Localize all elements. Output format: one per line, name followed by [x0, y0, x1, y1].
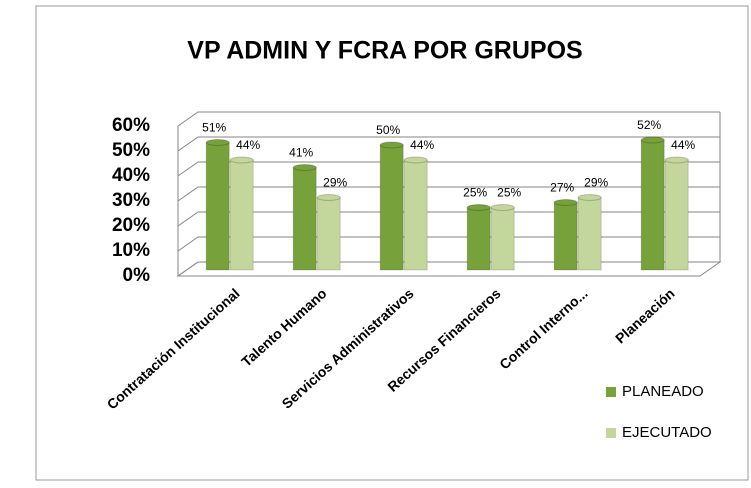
bar	[577, 197, 602, 271]
value-label: 29%	[323, 176, 347, 190]
bar	[229, 159, 254, 271]
bar-top	[664, 156, 689, 164]
legend-swatch	[606, 387, 616, 397]
value-label: 25%	[463, 186, 487, 200]
grid-line	[177, 261, 720, 277]
grid-line	[177, 161, 720, 177]
grid-line	[177, 111, 720, 127]
legend-label: EJECUTADO	[622, 424, 712, 441]
grid-line	[177, 136, 720, 152]
y-tick-label: 30%	[112, 190, 150, 211]
bar-top	[577, 194, 602, 201]
bar	[292, 167, 317, 271]
y-tick-label: 0%	[123, 265, 151, 286]
value-label: 41%	[289, 146, 313, 160]
legend-label: PLANEADO	[622, 383, 704, 400]
bar-top	[316, 194, 341, 201]
y-tick-label: 40%	[112, 165, 150, 186]
value-label: 27%	[550, 181, 574, 195]
bar-top	[403, 156, 428, 164]
bar-top	[379, 141, 404, 149]
bar	[490, 207, 515, 271]
legend-swatch	[606, 428, 616, 438]
bar-top	[466, 204, 491, 211]
bar	[403, 159, 428, 271]
floor	[176, 261, 722, 277]
bar	[466, 207, 491, 271]
value-label: 44%	[236, 138, 260, 152]
bar	[553, 202, 578, 271]
bar	[205, 142, 230, 271]
bar-top	[640, 136, 665, 144]
value-label: 25%	[497, 186, 521, 200]
value-label: 51%	[202, 121, 226, 135]
grid-line	[177, 236, 720, 252]
bar-top	[229, 156, 254, 164]
bar	[664, 159, 689, 271]
grid-line	[177, 186, 720, 202]
bar-top	[205, 139, 230, 146]
value-label: 29%	[584, 176, 608, 190]
bar-top	[553, 199, 578, 206]
y-tick-label: 50%	[112, 140, 150, 161]
y-tick-label: 20%	[112, 215, 150, 236]
y-tick-label: 60%	[112, 115, 150, 136]
value-label: 44%	[410, 138, 434, 152]
bar-top	[292, 164, 317, 171]
y-tick-label: 10%	[112, 240, 150, 261]
grid-line	[177, 211, 720, 227]
bar	[316, 197, 341, 271]
bar	[379, 144, 404, 271]
value-label: 44%	[671, 138, 695, 152]
bar-top	[490, 204, 515, 211]
chart-title: VP ADMIN Y FCRA POR GRUPOS	[187, 37, 582, 65]
bar	[640, 139, 665, 271]
value-label: 52%	[637, 118, 661, 132]
value-label: 50%	[376, 123, 400, 137]
